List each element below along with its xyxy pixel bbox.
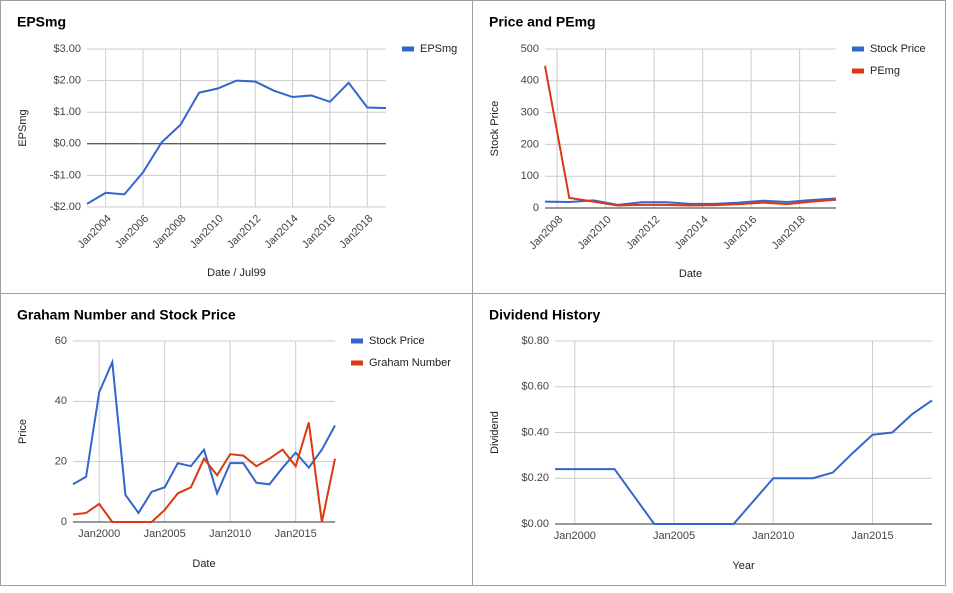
chart-panel: Price and PEmg 0 100 200 300 400 500 Jan2008 Jan…	[472, 0, 946, 294]
y-axis-title: Price	[17, 419, 29, 444]
legend-label: Stock Price	[369, 335, 425, 347]
x-tick-label: Jan2008	[150, 213, 188, 251]
legend-swatch	[852, 46, 864, 52]
chart-panel: Dividend History $0.00 $0.20 $0.40 $0.60 $0.8…	[472, 293, 946, 586]
x-tick-label: Jan2010	[752, 530, 794, 542]
y-tick-label: $0.20	[521, 472, 549, 484]
x-tick-label: Jan2004	[76, 213, 114, 251]
legend-swatch	[402, 46, 414, 52]
y-tick-label: $0.00	[521, 518, 549, 530]
chart-title: Price and PEmg	[489, 14, 596, 30]
x-axis-title: Year	[732, 560, 755, 572]
x-tick-label: Jan2010	[209, 528, 251, 540]
x-tick-label: Jan2014	[672, 214, 710, 252]
y-tick-label: 200	[521, 138, 539, 150]
y-tick-label: 0	[533, 202, 539, 214]
y-tick-label: 300	[521, 107, 539, 119]
y-tick-label: $0.60	[521, 381, 549, 393]
chart-panel: Graham Number and Stock Price 0 20 40 60 Jan2…	[0, 293, 473, 586]
y-tick-label: 60	[55, 335, 67, 347]
series-line	[86, 79, 387, 205]
series-line	[72, 422, 336, 523]
x-tick-label: Jan2015	[275, 528, 317, 540]
x-tick-label: Jan2000	[554, 530, 596, 542]
y-tick-label: 500	[521, 43, 539, 55]
legend-label: Stock Price	[870, 43, 926, 55]
x-tick-label: Jan2010	[188, 213, 226, 251]
y-tick-label: $0.00	[53, 138, 81, 150]
y-tick-label: $1.00	[53, 106, 81, 118]
y-tick-label: -$2.00	[50, 201, 81, 213]
series-line	[72, 358, 336, 515]
x-axis-title: Date / Jul99	[207, 267, 266, 279]
y-axis-title: EPSmg	[17, 109, 29, 146]
x-tick-label: Jan2014	[262, 213, 300, 251]
y-axis-title: Dividend	[489, 411, 501, 454]
y-tick-label: -$1.00	[50, 169, 81, 181]
y-tick-label: 40	[55, 395, 67, 407]
y-tick-label: $0.80	[521, 335, 549, 347]
y-tick-label: 100	[521, 170, 539, 182]
y-tick-label: 0	[61, 516, 67, 528]
legend-swatch	[351, 338, 363, 344]
chart-title: EPSmg	[17, 14, 66, 30]
chart-panel: EPSmg -$2.00 -$1.00 $0.00 $1.00 $2.00 $3.00 Jan…	[0, 0, 473, 294]
series-line	[544, 197, 837, 206]
chart-title: Dividend History	[489, 307, 600, 323]
series-line	[555, 399, 933, 525]
legend-label: PEmg	[870, 65, 900, 77]
x-tick-label: Jan2006	[113, 213, 151, 251]
x-tick-label: Jan2016	[721, 214, 759, 252]
x-tick-label: Jan2010	[575, 214, 613, 252]
y-tick-label: $2.00	[53, 75, 81, 87]
x-tick-label: Jan2005	[144, 528, 186, 540]
legend-label: Graham Number	[369, 357, 451, 369]
x-tick-label: Jan2016	[300, 213, 338, 251]
x-tick-label: Jan2012	[225, 213, 263, 251]
legend-label: EPSmg	[420, 43, 457, 55]
series-line	[544, 65, 837, 207]
legend-swatch	[852, 68, 864, 74]
x-tick-label: Jan2018	[337, 213, 375, 251]
x-tick-label: Jan2008	[527, 214, 565, 252]
x-tick-label: Jan2018	[769, 214, 807, 252]
x-axis-title: Date	[192, 558, 215, 570]
x-tick-label: Jan2000	[78, 528, 120, 540]
y-tick-label: 400	[521, 75, 539, 87]
y-tick-label: 20	[55, 456, 67, 468]
x-tick-label: Jan2015	[851, 530, 893, 542]
legend-swatch	[351, 360, 363, 366]
chart-title: Graham Number and Stock Price	[17, 307, 236, 323]
y-tick-label: $0.40	[521, 426, 549, 438]
y-tick-label: $3.00	[53, 43, 81, 55]
x-axis-title: Date	[679, 268, 702, 280]
x-tick-label: Jan2012	[624, 214, 662, 252]
x-tick-label: Jan2005	[653, 530, 695, 542]
y-axis-title: Stock Price	[489, 101, 501, 157]
